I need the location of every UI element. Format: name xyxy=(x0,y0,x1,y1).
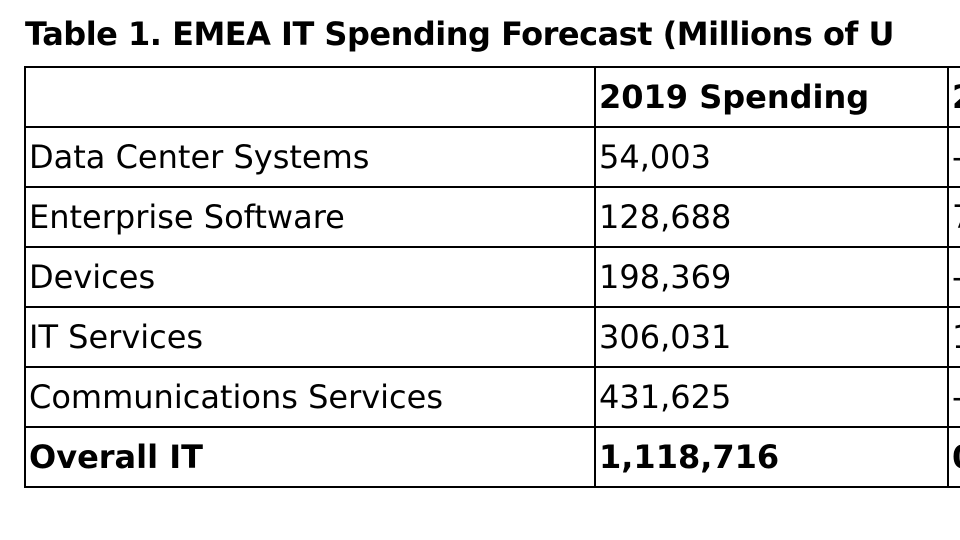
table-row: Communications Services 431,625 - xyxy=(24,366,960,428)
header-cell-2019-spending: 2019 Spending xyxy=(594,66,949,128)
header-cell-segment xyxy=(24,66,596,128)
row-truncated-value: 7 xyxy=(947,186,960,248)
table-row: Enterprise Software 128,688 7 xyxy=(24,186,960,248)
header-cell-truncated: 2 xyxy=(947,66,960,128)
row-segment: Enterprise Software xyxy=(24,186,596,248)
row-segment: IT Services xyxy=(24,306,596,368)
total-truncated-value: 0 xyxy=(947,426,960,488)
row-spending-2019: 54,003 xyxy=(594,126,949,188)
row-spending-2019: 198,369 xyxy=(594,246,949,308)
total-segment: Overall IT xyxy=(24,426,596,488)
row-truncated-value: - xyxy=(947,126,960,188)
row-spending-2019: 128,688 xyxy=(594,186,949,248)
table-row: IT Services 306,031 1 xyxy=(24,306,960,368)
table-total-row: Overall IT 1,118,716 0 xyxy=(24,426,960,488)
table-row: Devices 198,369 - xyxy=(24,246,960,308)
row-segment: Communications Services xyxy=(24,366,596,428)
spending-table: 2019 Spending 2 Data Center Systems 54,0… xyxy=(24,66,960,488)
table-title: Table 1. EMEA IT Spending Forecast (Mill… xyxy=(25,15,894,53)
row-spending-2019: 431,625 xyxy=(594,366,949,428)
row-spending-2019: 306,031 xyxy=(594,306,949,368)
table-header-row: 2019 Spending 2 xyxy=(24,66,960,128)
row-truncated-value: 1 xyxy=(947,306,960,368)
row-truncated-value: - xyxy=(947,366,960,428)
row-truncated-value: - xyxy=(947,246,960,308)
row-segment: Devices xyxy=(24,246,596,308)
row-segment: Data Center Systems xyxy=(24,126,596,188)
total-spending-2019: 1,118,716 xyxy=(594,426,949,488)
table-row: Data Center Systems 54,003 - xyxy=(24,126,960,188)
